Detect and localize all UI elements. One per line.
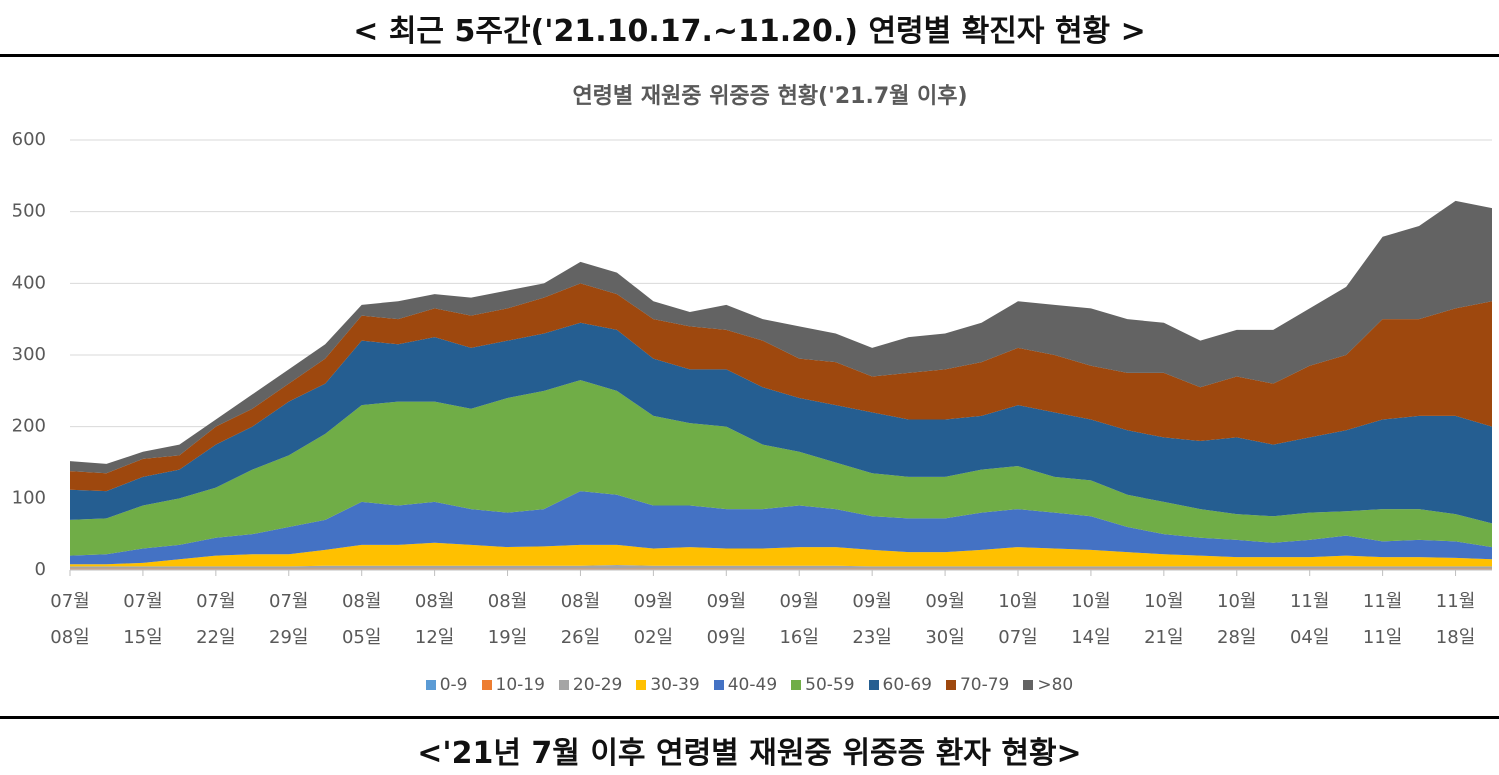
legend-label: 30-39	[650, 675, 700, 695]
x-tick-label: 08월 12일	[414, 591, 455, 648]
x-tick-label: 09월 16일	[779, 591, 819, 648]
x-tick-label: 09월 02일	[633, 591, 674, 648]
legend-item: 10-19	[481, 675, 545, 695]
legend-swatch	[558, 680, 569, 690]
area	[70, 568, 1492, 570]
legend-item: >80	[1023, 675, 1073, 695]
x-tick-label: 11월 04일	[1289, 591, 1330, 648]
y-tick-label: 600	[12, 129, 46, 150]
legend-label: 10-19	[495, 675, 545, 695]
x-tick-label: 10월 07일	[998, 591, 1038, 648]
x-tick-label: 09월 23일	[852, 591, 892, 648]
area	[70, 564, 1492, 569]
legend-swatch	[791, 680, 802, 690]
area	[70, 380, 1492, 556]
legend-label: 70-79	[959, 675, 1010, 695]
legend-swatch	[425, 680, 436, 690]
rule	[0, 716, 1499, 719]
area	[70, 491, 1492, 565]
legend-swatch	[868, 680, 879, 690]
legend-swatch	[945, 680, 956, 690]
legend: 0-9 10-19 20-29 30-39 40-49 50-59 60-69 70-79 >8…	[0, 675, 1499, 695]
x-tick-label: 10월 21일	[1144, 591, 1184, 648]
legend-item: 30-39	[636, 675, 700, 695]
page-title: < 최근 5주간('21.10.17.~11.20.) 연령별 확진자 현황 >	[353, 14, 1146, 49]
y-tick-label: 100	[12, 487, 46, 508]
legend-label: 60-69	[882, 675, 932, 695]
legend-swatch	[481, 680, 492, 690]
x-tick-label: 09월 09일	[706, 591, 747, 648]
x-tick-label: 07월 29일	[269, 591, 309, 648]
rule	[0, 54, 1499, 57]
caption: <'21년 7월 이후 연령별 재원중 위중증 환자 현황>	[417, 736, 1082, 771]
legend-item: 20-29	[558, 675, 623, 695]
x-tick-label: 07월 22일	[196, 591, 236, 648]
x-tick-label: 10월 14일	[1071, 591, 1111, 648]
legend-label: 50-59	[805, 675, 855, 695]
x-tick-label: 07월 15일	[123, 591, 163, 648]
x-tick-label: 07월 08일	[50, 591, 90, 648]
legend-label: >80	[1037, 675, 1074, 695]
y-tick-label: 500	[12, 201, 46, 222]
y-tick-label: 0	[35, 559, 46, 580]
x-tick-label: 11월 11일	[1362, 591, 1403, 648]
x-tick-label: 08월 05일	[341, 591, 382, 648]
legend-item: 70-79	[945, 675, 1010, 695]
legend-label: 40-49	[727, 675, 778, 695]
y-tick-label: 200	[12, 416, 46, 437]
legend-swatch	[636, 680, 647, 690]
chart: 연령별 재원중 위중증 현황('21.7월 이후) 0 100 200 300 400 5…	[12, 84, 1492, 580]
legend-swatch	[1023, 680, 1034, 690]
chart-title: 연령별 재원중 위중증 현황('21.7월 이후)	[572, 84, 967, 109]
y-tick-label: 300	[12, 344, 46, 365]
area	[70, 283, 1492, 492]
x-tick-label: 11월 18일	[1435, 591, 1476, 648]
legend-item: 40-49	[713, 675, 778, 695]
x-tick-label: 10월 28일	[1217, 591, 1257, 648]
legend-swatch	[713, 680, 724, 690]
legend-label: 0-9	[439, 675, 468, 695]
legend-item: 0-9	[425, 675, 468, 695]
area	[70, 200, 1492, 474]
area	[70, 322, 1492, 524]
legend-item: 60-69	[868, 675, 932, 695]
legend-item: 50-59	[791, 675, 855, 695]
area	[70, 542, 1492, 567]
x-tick-label: 09월 30일	[925, 591, 965, 648]
x-tick-label: 08월 19일	[487, 591, 528, 648]
y-tick-label: 400	[12, 272, 46, 293]
x-tick-label: 08월 26일	[560, 591, 601, 648]
legend-label: 20-29	[572, 675, 623, 695]
